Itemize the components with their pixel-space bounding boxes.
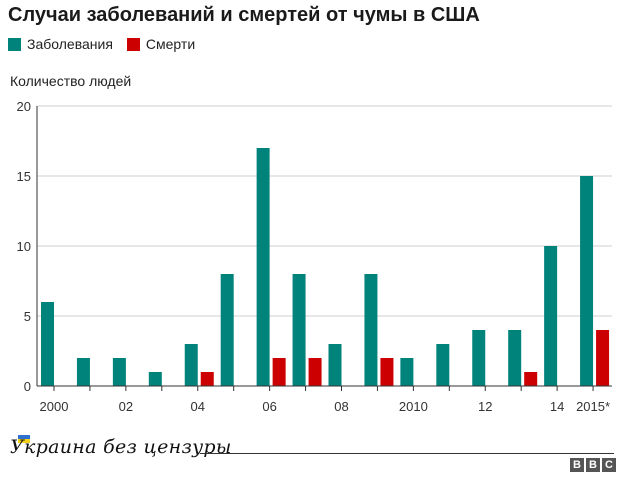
x-tick-label: 2015* (576, 399, 610, 414)
bar-chart: 0 5 10 15 20 2000 02 04 06 08 2010 12 14 2015* (17, 99, 612, 414)
bar-cases (220, 274, 234, 386)
x-tick-label: 08 (334, 399, 348, 414)
bar-cases (256, 148, 270, 386)
bbc-logo: B B C (568, 458, 616, 472)
y-tick-label: 10 (17, 239, 31, 254)
bar-deaths (272, 358, 286, 386)
bar-deaths (524, 372, 538, 386)
y-tick-label: 5 (24, 309, 31, 324)
ukraine-flag-icon (18, 435, 30, 443)
x-tick-label: 2000 (40, 399, 69, 414)
bar-cases (292, 274, 306, 386)
legend: Заболевания Смерти (8, 36, 209, 52)
legend-swatch-cases (8, 37, 21, 51)
chart-title: Случаи заболеваний и смертей от чумы в С… (8, 4, 480, 26)
bar-cases (400, 358, 414, 386)
legend-item-cases: Заболевания (8, 36, 113, 52)
legend-label-deaths: Смерти (145, 36, 196, 52)
x-tick-label: 2010 (399, 399, 428, 414)
bbc-logo-letter: C (602, 458, 616, 472)
bar-cases (544, 246, 558, 386)
y-axis-label: Количество людей (10, 73, 132, 89)
bar-deaths (308, 358, 322, 386)
y-tick-label: 20 (17, 99, 31, 114)
bar-deaths (596, 330, 610, 386)
x-tick-label: 04 (191, 399, 205, 414)
bar-deaths (200, 372, 214, 386)
x-tick-label: 06 (262, 399, 276, 414)
bar-cases (148, 372, 162, 386)
bar-cases (328, 344, 342, 386)
bar-deaths (380, 358, 394, 386)
bbc-logo-letter: B (570, 458, 584, 472)
footer-divider (200, 453, 614, 454)
bar-cases (472, 330, 486, 386)
bbc-logo-letter: B (586, 458, 600, 472)
x-tick-label: 02 (119, 399, 133, 414)
legend-swatch-deaths (126, 37, 140, 51)
bar-cases (436, 344, 450, 386)
legend-label-cases: Заболевания (27, 36, 113, 52)
bar-cases (112, 358, 126, 386)
y-tick-label: 15 (17, 169, 31, 184)
bar-cases (184, 344, 198, 386)
bar-cases (580, 176, 594, 386)
bar-cases (508, 330, 522, 386)
legend-item-deaths: Смерти (126, 36, 196, 52)
x-tick-label: 14 (550, 399, 564, 414)
y-tick-label: 0 (24, 379, 31, 394)
bar-cases (41, 302, 54, 386)
x-tick-label: 12 (478, 399, 492, 414)
bar-cases (76, 358, 90, 386)
bar-cases (364, 274, 378, 386)
watermark-logo: Украина без цензуры (10, 436, 232, 458)
